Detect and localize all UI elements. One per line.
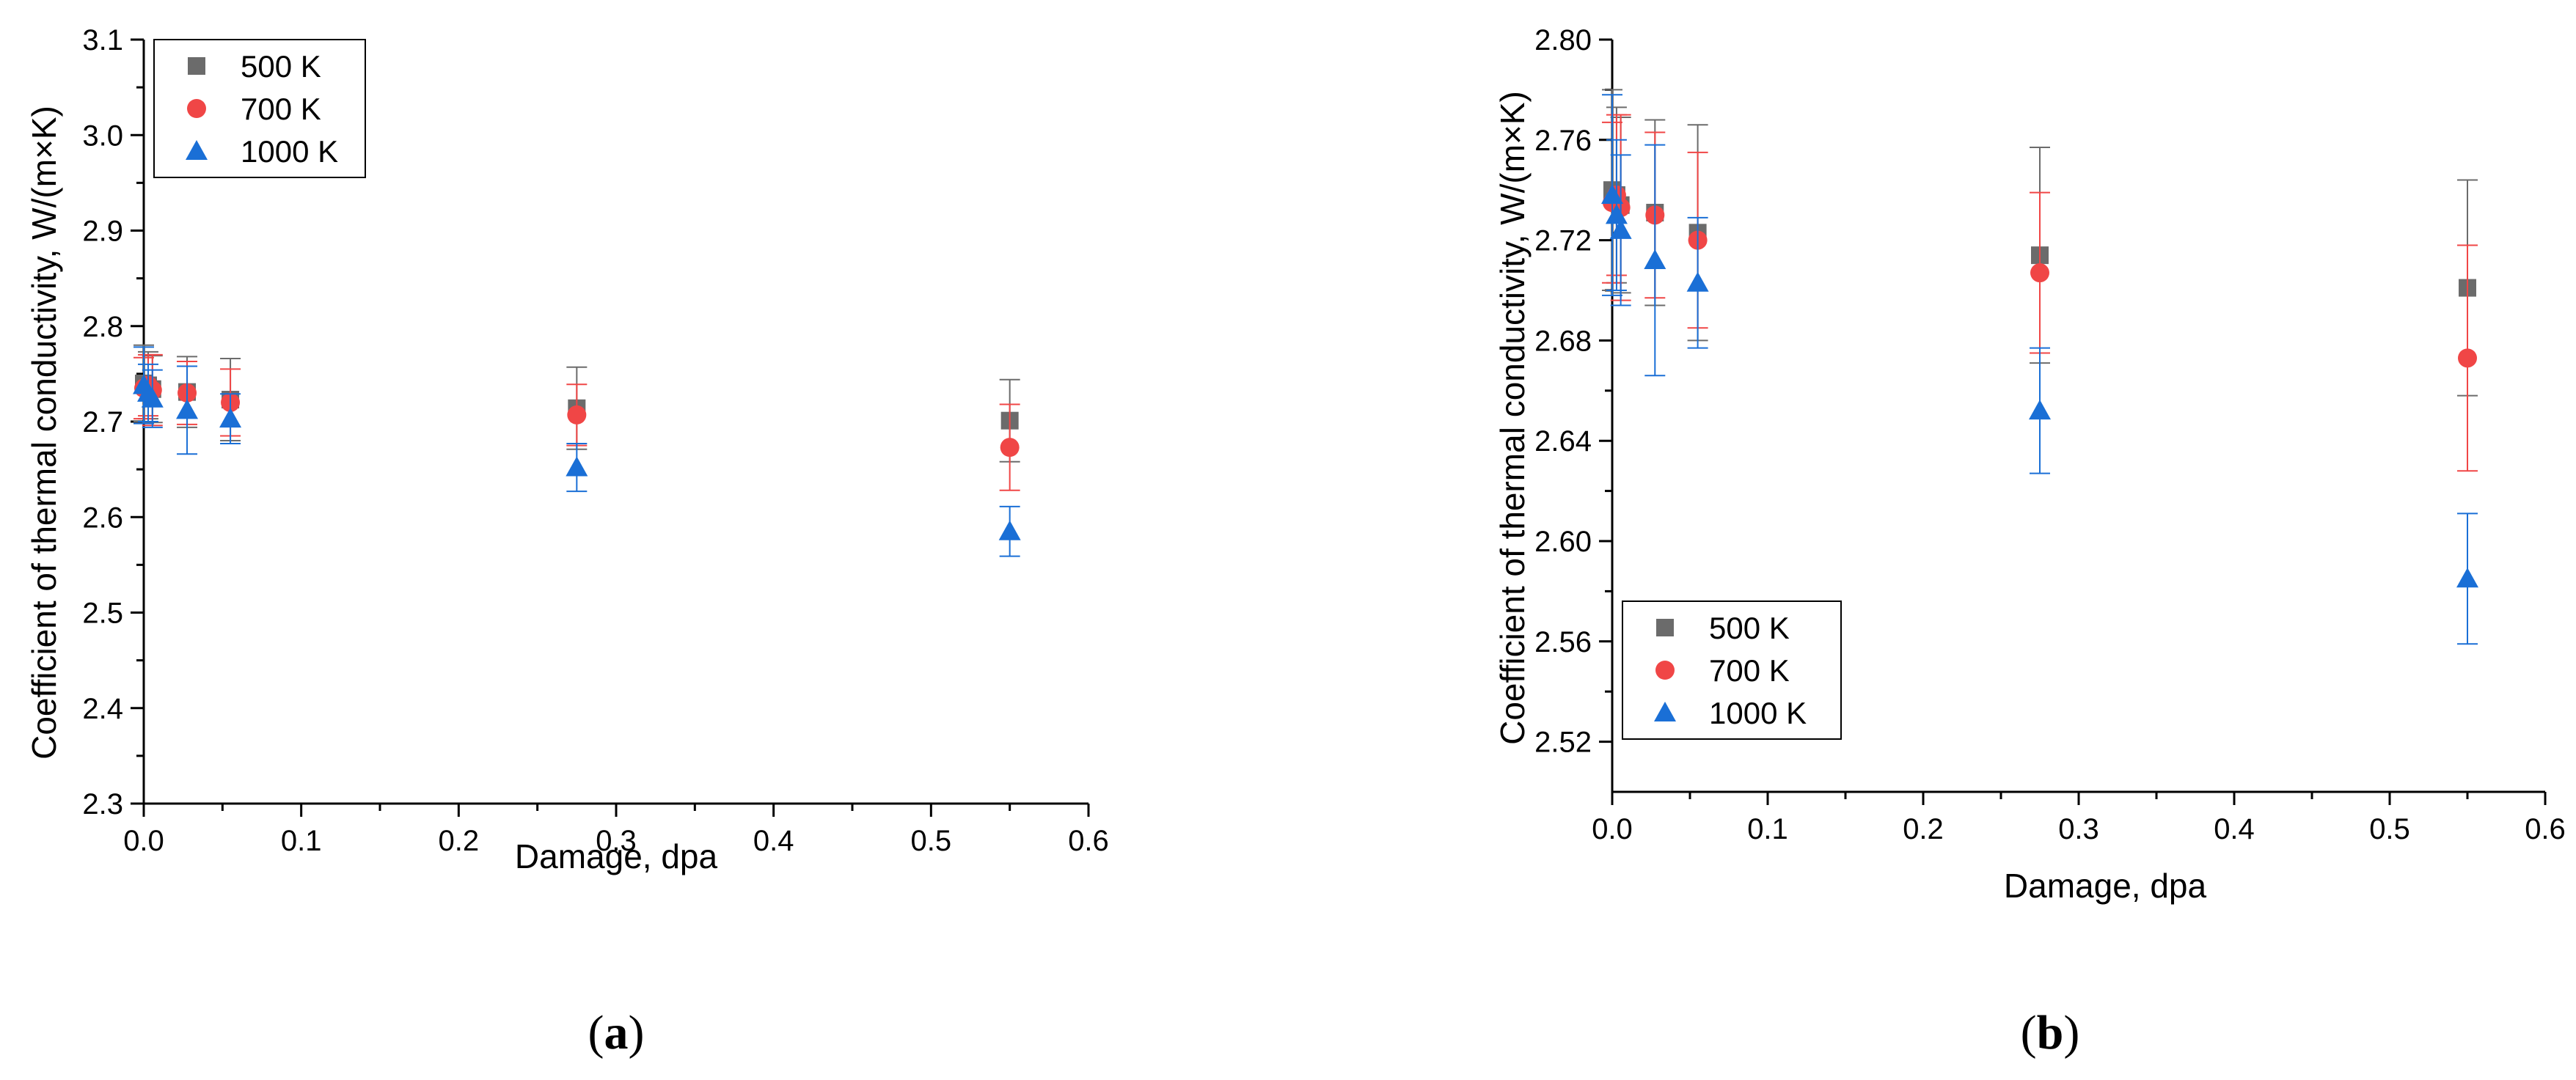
data-point [1644, 249, 1666, 269]
data-point [998, 520, 1021, 540]
x-tick-label: 0.2 [1903, 813, 1944, 845]
y-tick-label: 2.60 [1534, 526, 1592, 558]
y-tick-label: 3.1 [82, 24, 123, 56]
y-tick-label: 2.8 [82, 311, 123, 343]
data-point [219, 408, 242, 428]
y-tick-label: 2.68 [1534, 325, 1592, 357]
y-axis-title: Coefficient of thermal conductivity, W/(… [1493, 91, 1532, 745]
x-tick-label: 0.0 [1592, 813, 1633, 845]
y-tick-label: 2.5 [82, 598, 123, 630]
x-tick-label: 0.1 [1747, 813, 1788, 845]
data-point [1609, 218, 1632, 239]
legend-label: 500 K [1709, 611, 1790, 645]
legend: 500 K 700 K 1000 K [153, 39, 366, 178]
x-tick-label: 0.6 [2525, 813, 2566, 845]
data-point [1686, 271, 1709, 292]
y-tick-label: 2.9 [82, 216, 123, 248]
x-tick-label: 0.4 [753, 825, 794, 857]
legend-label: 700 K [1709, 653, 1790, 688]
data-point [2030, 263, 2049, 283]
x-axis-title: Damage, dpa [2004, 867, 2207, 905]
data-point [2029, 400, 2051, 420]
y-tick-label: 2.80 [1534, 24, 1592, 56]
y-tick-label: 2.52 [1534, 727, 1592, 759]
y-tick-label: 2.72 [1534, 225, 1592, 257]
legend: 500 K 700 K 1000 K [1622, 600, 1842, 740]
panel-letter: a [604, 1006, 629, 1059]
data-point [176, 399, 199, 419]
data-point [566, 456, 588, 477]
legend-label: 700 K [241, 92, 321, 126]
series-1000-k [1601, 94, 2478, 645]
x-tick-label: 0.0 [123, 825, 164, 857]
data-point [141, 387, 164, 408]
chart-panel-a: 0.0 0.1 0.2 0.3 0.4 0.5 0.6 2.3 2.4 2.5 2.6 2.7 2.8 2… [25, 24, 1109, 1059]
y-tick-label: 2.56 [1534, 626, 1592, 658]
legend-label: 1000 K [1709, 696, 1807, 730]
x-tick-label: 0.6 [1068, 825, 1109, 857]
legend-label: 500 K [241, 49, 321, 84]
panel-label: (a) [588, 1006, 645, 1059]
y-tick-label: 2.6 [82, 502, 123, 534]
x-axis-title: Damage, dpa [515, 837, 718, 875]
y-axis-title: Coefficient of thermal conductivity, W/(… [25, 106, 63, 760]
legend-marker [188, 57, 205, 75]
legend-marker [1656, 619, 1674, 636]
panel-letter: b [2037, 1006, 2064, 1059]
y-tick-label: 2.64 [1534, 425, 1592, 458]
series-1000-k [133, 346, 1021, 557]
legend-marker [187, 99, 206, 118]
legend-marker [1655, 661, 1675, 680]
x-tick-label: 0.5 [911, 825, 952, 857]
y-tick-label: 2.76 [1534, 125, 1592, 157]
x-tick-label: 0.2 [439, 825, 480, 857]
chart-panel-b: 0.0 0.1 0.2 0.3 0.4 0.5 0.6 2.52 2.56 2.60 2.64 2.6… [1493, 24, 2566, 1059]
x-tick-label: 0.4 [2214, 813, 2255, 845]
data-point [2456, 567, 2478, 588]
y-tick-label: 2.4 [82, 693, 123, 725]
x-tick-label: 0.3 [2058, 813, 2099, 845]
data-point [567, 405, 587, 425]
legend-marker [186, 140, 208, 160]
x-tick-label: 0.3 [596, 825, 637, 857]
legend-marker [1654, 702, 1676, 721]
x-tick-label: 0.5 [2369, 813, 2410, 845]
y-tick-label: 2.3 [82, 788, 123, 820]
panel-label: (b) [2021, 1006, 2080, 1059]
y-tick-label: 2.7 [82, 406, 123, 438]
legend-label: 1000 K [241, 134, 338, 169]
data-point [1000, 438, 1020, 458]
x-tick-label: 0.1 [281, 825, 322, 857]
data-point [2458, 348, 2477, 368]
data-point [1605, 204, 1628, 224]
data-point [1601, 184, 1623, 205]
y-tick-label: 3.0 [82, 120, 123, 152]
